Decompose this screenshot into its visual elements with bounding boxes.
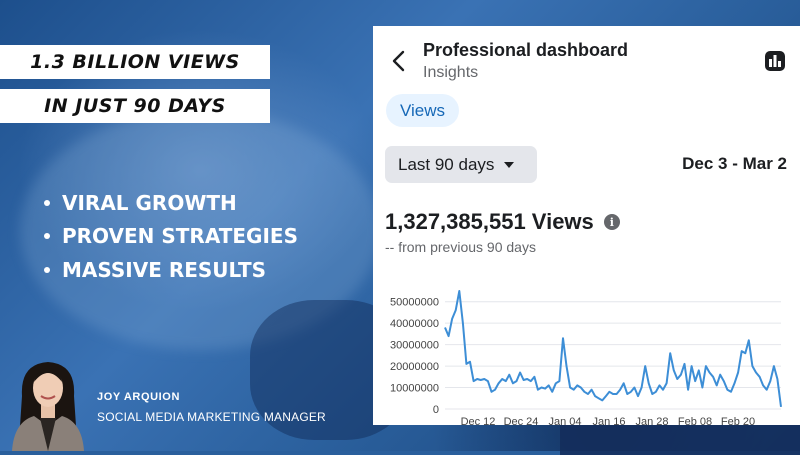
y-tick-label: 20000000	[390, 361, 439, 373]
x-tick-label: Jan 16	[592, 416, 625, 425]
views-series-line	[444, 290, 782, 408]
views-line-chart: 50000000 40000000 30000000 20000000 10000000…	[390, 290, 782, 425]
background-figure	[20, 110, 380, 350]
benefit-list: VIRAL GROWTH PROVEN STRATEGIES MASSIVE R…	[44, 186, 298, 287]
comparison-text: -- from previous 90 days	[385, 239, 536, 255]
background-laptop	[560, 425, 800, 455]
y-tick-label: 40000000	[390, 318, 439, 330]
avatar	[8, 356, 88, 451]
x-tick-label: Dec 12	[461, 416, 496, 425]
headline-banner-1: 1.3 BILLION VIEWS	[0, 45, 270, 79]
benefit-item: PROVEN STRATEGIES	[44, 220, 298, 254]
y-tick-label: 30000000	[390, 340, 439, 352]
page-subtitle: Insights	[423, 64, 479, 81]
date-range-label: Dec 3 - Mar 2	[682, 154, 787, 173]
caret-down-icon	[504, 161, 515, 168]
back-button[interactable]	[387, 48, 409, 74]
date-range-select-label: Last 90 days	[398, 154, 495, 174]
info-icon[interactable]: i	[603, 214, 620, 230]
x-tick-label: Jan 04	[548, 416, 581, 425]
date-range-select[interactable]: Last 90 days	[385, 146, 537, 183]
chevron-left-icon	[392, 50, 405, 72]
insights-button[interactable]	[764, 50, 786, 72]
benefit-label: PROVEN STRATEGIES	[62, 224, 298, 249]
person-name: JOY ARQUION	[97, 391, 181, 403]
headline-banner-2: IN JUST 90 DAYS	[0, 89, 270, 123]
benefit-item: VIRAL GROWTH	[44, 186, 298, 220]
benefit-item: MASSIVE RESULTS	[44, 253, 298, 287]
page-title: Professional dashboard	[423, 40, 629, 60]
total-views: 1,327,385,551 Views i	[385, 209, 620, 235]
bar-chart-icon	[765, 51, 785, 71]
x-tick-label: Feb 20	[721, 416, 755, 425]
total-views-value: 1,327,385,551 Views	[385, 209, 594, 234]
headline-line-2: IN JUST 90 DAYS	[44, 95, 226, 117]
bullet-icon	[44, 199, 50, 206]
x-tick-label: Jan 28	[635, 416, 668, 425]
bullet-icon	[44, 233, 50, 240]
benefit-label: VIRAL GROWTH	[62, 190, 237, 215]
y-tick-label: 10000000	[390, 383, 439, 395]
dashboard-panel: Professional dashboard Insights Views La…	[373, 26, 800, 425]
x-tick-label: Feb 08	[678, 416, 712, 425]
y-tick-label: 50000000	[390, 297, 439, 309]
x-tick-label: Dec 24	[504, 416, 539, 425]
person-title: SOCIAL MEDIA MARKETING MANAGER	[97, 410, 326, 424]
benefit-label: MASSIVE RESULTS	[62, 257, 267, 282]
bullet-icon	[44, 266, 50, 273]
y-tick-label: 0	[433, 404, 439, 416]
tab-views[interactable]: Views	[386, 94, 459, 127]
headline-line-1: 1.3 BILLION VIEWS	[30, 51, 240, 73]
